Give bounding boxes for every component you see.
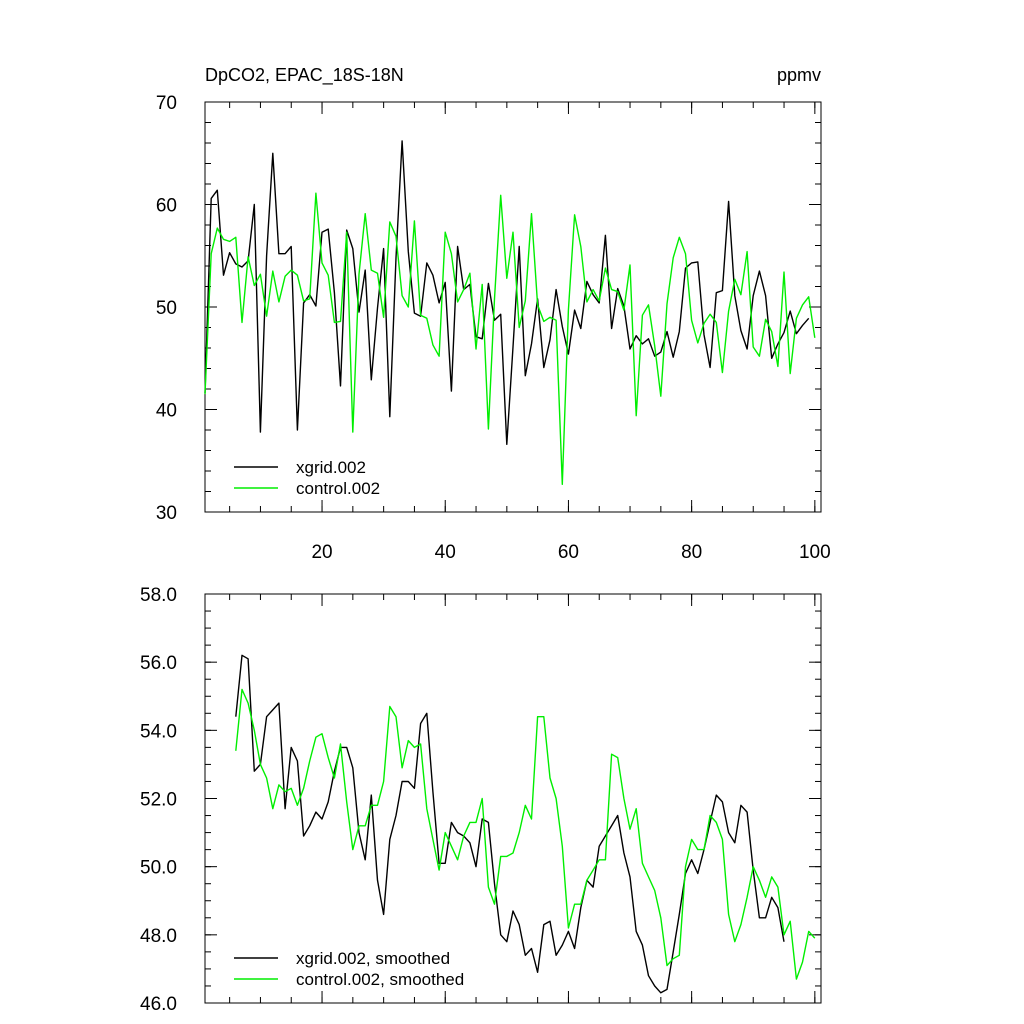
legend-label: control.002 [296,479,380,498]
y-tick-label: 56.0 [140,653,177,674]
series-line-xgrid [235,654,785,994]
y-tick-label: 70 [156,93,177,114]
top-axes: 30 40 50 60 70 20 40 60 80 100 [156,93,831,563]
x-tick-label: 100 [799,542,831,563]
top-chart-panel: DpCO2, EPAC_18S-18N ppmv 30 40 50 60 70 20 40 6… [156,65,831,563]
top-series [204,140,816,485]
y-tick-label: 58.0 [140,585,177,606]
y-tick-label: 30 [156,503,177,524]
y-tick-label: 54.0 [140,721,177,742]
y-tick-label: 40 [156,401,177,422]
y-tick-label: 52.0 [140,790,177,811]
y-tick-label: 46.0 [140,994,177,1015]
series-line-control [235,688,816,980]
y-tick-label: 60 [156,196,177,217]
bottom-series [235,654,816,994]
y-tick-label: 50.0 [140,858,177,879]
series-line-control [204,192,816,485]
bottom-chart-panel: 46.0 48.0 50.0 52.0 54.0 56.0 58.0 xgrid.002, … [140,585,822,1015]
legend-label: xgrid.002, smoothed [296,949,450,968]
bottom-legend: xgrid.002, smoothed control.002, smoothed [234,949,464,989]
chart-title: DpCO2, EPAC_18S-18N [205,65,404,86]
top-legend: xgrid.002 control.002 [234,458,380,498]
legend-label: control.002, smoothed [296,970,464,989]
x-tick-label: 80 [681,542,702,563]
y-tick-label: 50 [156,298,177,319]
legend-label: xgrid.002 [296,458,366,477]
units-label: ppmv [777,65,821,85]
y-tick-label: 48.0 [140,926,177,947]
x-tick-label: 40 [435,542,456,563]
x-tick-label: 20 [311,542,332,563]
bottom-axes: 46.0 48.0 50.0 52.0 54.0 56.0 58.0 [140,585,822,1015]
x-tick-label: 60 [558,542,579,563]
